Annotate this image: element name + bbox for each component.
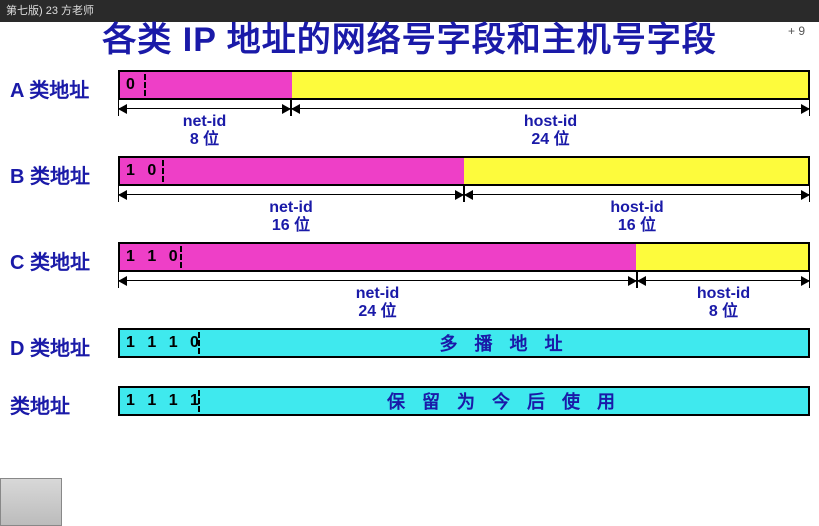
address-bar: 1 0	[118, 156, 810, 186]
address-class-row: C 类地址1 1 0 net-id24 位host-id8 位	[10, 242, 810, 318]
bar-center-label: 多 播 地 址	[200, 330, 808, 356]
bar-segment: 0	[120, 72, 292, 98]
address-bar: 1 1 1 0多 播 地 址	[118, 328, 810, 358]
dimension-arrow	[464, 194, 810, 195]
address-class-row: 类地址1 1 1 1保 留 为 今 后 使 用	[10, 386, 810, 434]
annotation-segment: net-id8 位	[118, 100, 291, 146]
annotation-segment: host-id16 位	[464, 186, 810, 232]
address-class-row: B 类地址1 0 net-id16 位host-id16 位	[10, 156, 810, 232]
annotation-text: net-id16 位	[118, 199, 464, 234]
diagram-area: A 类地址0net-id8 位host-id24 位B 类地址1 0net-id…	[10, 70, 810, 444]
class-label: 类地址	[10, 386, 118, 419]
class-bar-diagram: 1 0 net-id16 位host-id16 位	[118, 156, 810, 232]
bar-segment: 1 1 1 0多 播 地 址	[120, 330, 808, 356]
annotation-row: net-id16 位host-id16 位	[118, 186, 810, 232]
bar-segment	[292, 72, 808, 98]
bar-segment	[636, 244, 808, 270]
address-class-row: A 类地址0 net-id8 位host-id24 位	[10, 70, 810, 146]
prefix-bits: 1 1 1 0	[120, 334, 200, 352]
address-class-row: D 类地址1 1 1 0多 播 地 址	[10, 328, 810, 376]
annotation-text: host-id16 位	[464, 199, 810, 234]
annotation-row: net-id24 位host-id8 位	[118, 272, 810, 318]
bar-segment	[464, 158, 808, 184]
prefix-bits: 0	[120, 76, 146, 94]
class-bar-diagram: 1 1 0 net-id24 位host-id8 位	[118, 242, 810, 318]
class-bar-diagram: 0 net-id8 位host-id24 位	[118, 70, 810, 146]
dimension-arrow	[118, 108, 291, 109]
bar-segment: 1 0	[120, 158, 464, 184]
class-label: A 类地址	[10, 70, 118, 103]
class-label: C 类地址	[10, 242, 118, 275]
address-bar: 0	[118, 70, 810, 100]
annotation-segment: host-id24 位	[291, 100, 810, 146]
prefix-bits: 1 0	[120, 162, 164, 180]
annotation-segment: net-id16 位	[118, 186, 464, 232]
bar-segment: 1 1 1 1保 留 为 今 后 使 用	[120, 388, 808, 414]
address-bar: 1 1 1 1保 留 为 今 后 使 用	[118, 386, 810, 416]
annotation-row: net-id8 位host-id24 位	[118, 100, 810, 146]
slide-title: 各类 IP 地址的网络号字段和主机号字段	[0, 12, 819, 61]
class-bar-diagram: 1 1 1 0多 播 地 址	[118, 328, 810, 376]
top-right-label: + 9	[788, 24, 805, 38]
address-bar: 1 1 0	[118, 242, 810, 272]
dimension-arrow	[291, 108, 810, 109]
class-label: D 类地址	[10, 328, 118, 361]
annotation-text: host-id8 位	[637, 285, 810, 320]
class-label: B 类地址	[10, 156, 118, 189]
annotation-segment: net-id24 位	[118, 272, 637, 318]
annotation-text: host-id24 位	[291, 113, 810, 148]
prefix-bits: 1 1 0	[120, 248, 182, 266]
bar-center-label: 保 留 为 今 后 使 用	[200, 388, 808, 414]
dimension-arrow	[637, 280, 810, 281]
webcam-thumbnail	[0, 478, 62, 526]
dimension-arrow	[118, 280, 637, 281]
bar-segment: 1 1 0	[120, 244, 636, 270]
annotation-segment: host-id8 位	[637, 272, 810, 318]
annotation-text: net-id8 位	[118, 113, 291, 148]
dimension-arrow	[118, 194, 464, 195]
prefix-bits: 1 1 1 1	[120, 392, 200, 410]
annotation-text: net-id24 位	[118, 285, 637, 320]
class-bar-diagram: 1 1 1 1保 留 为 今 后 使 用	[118, 386, 810, 434]
